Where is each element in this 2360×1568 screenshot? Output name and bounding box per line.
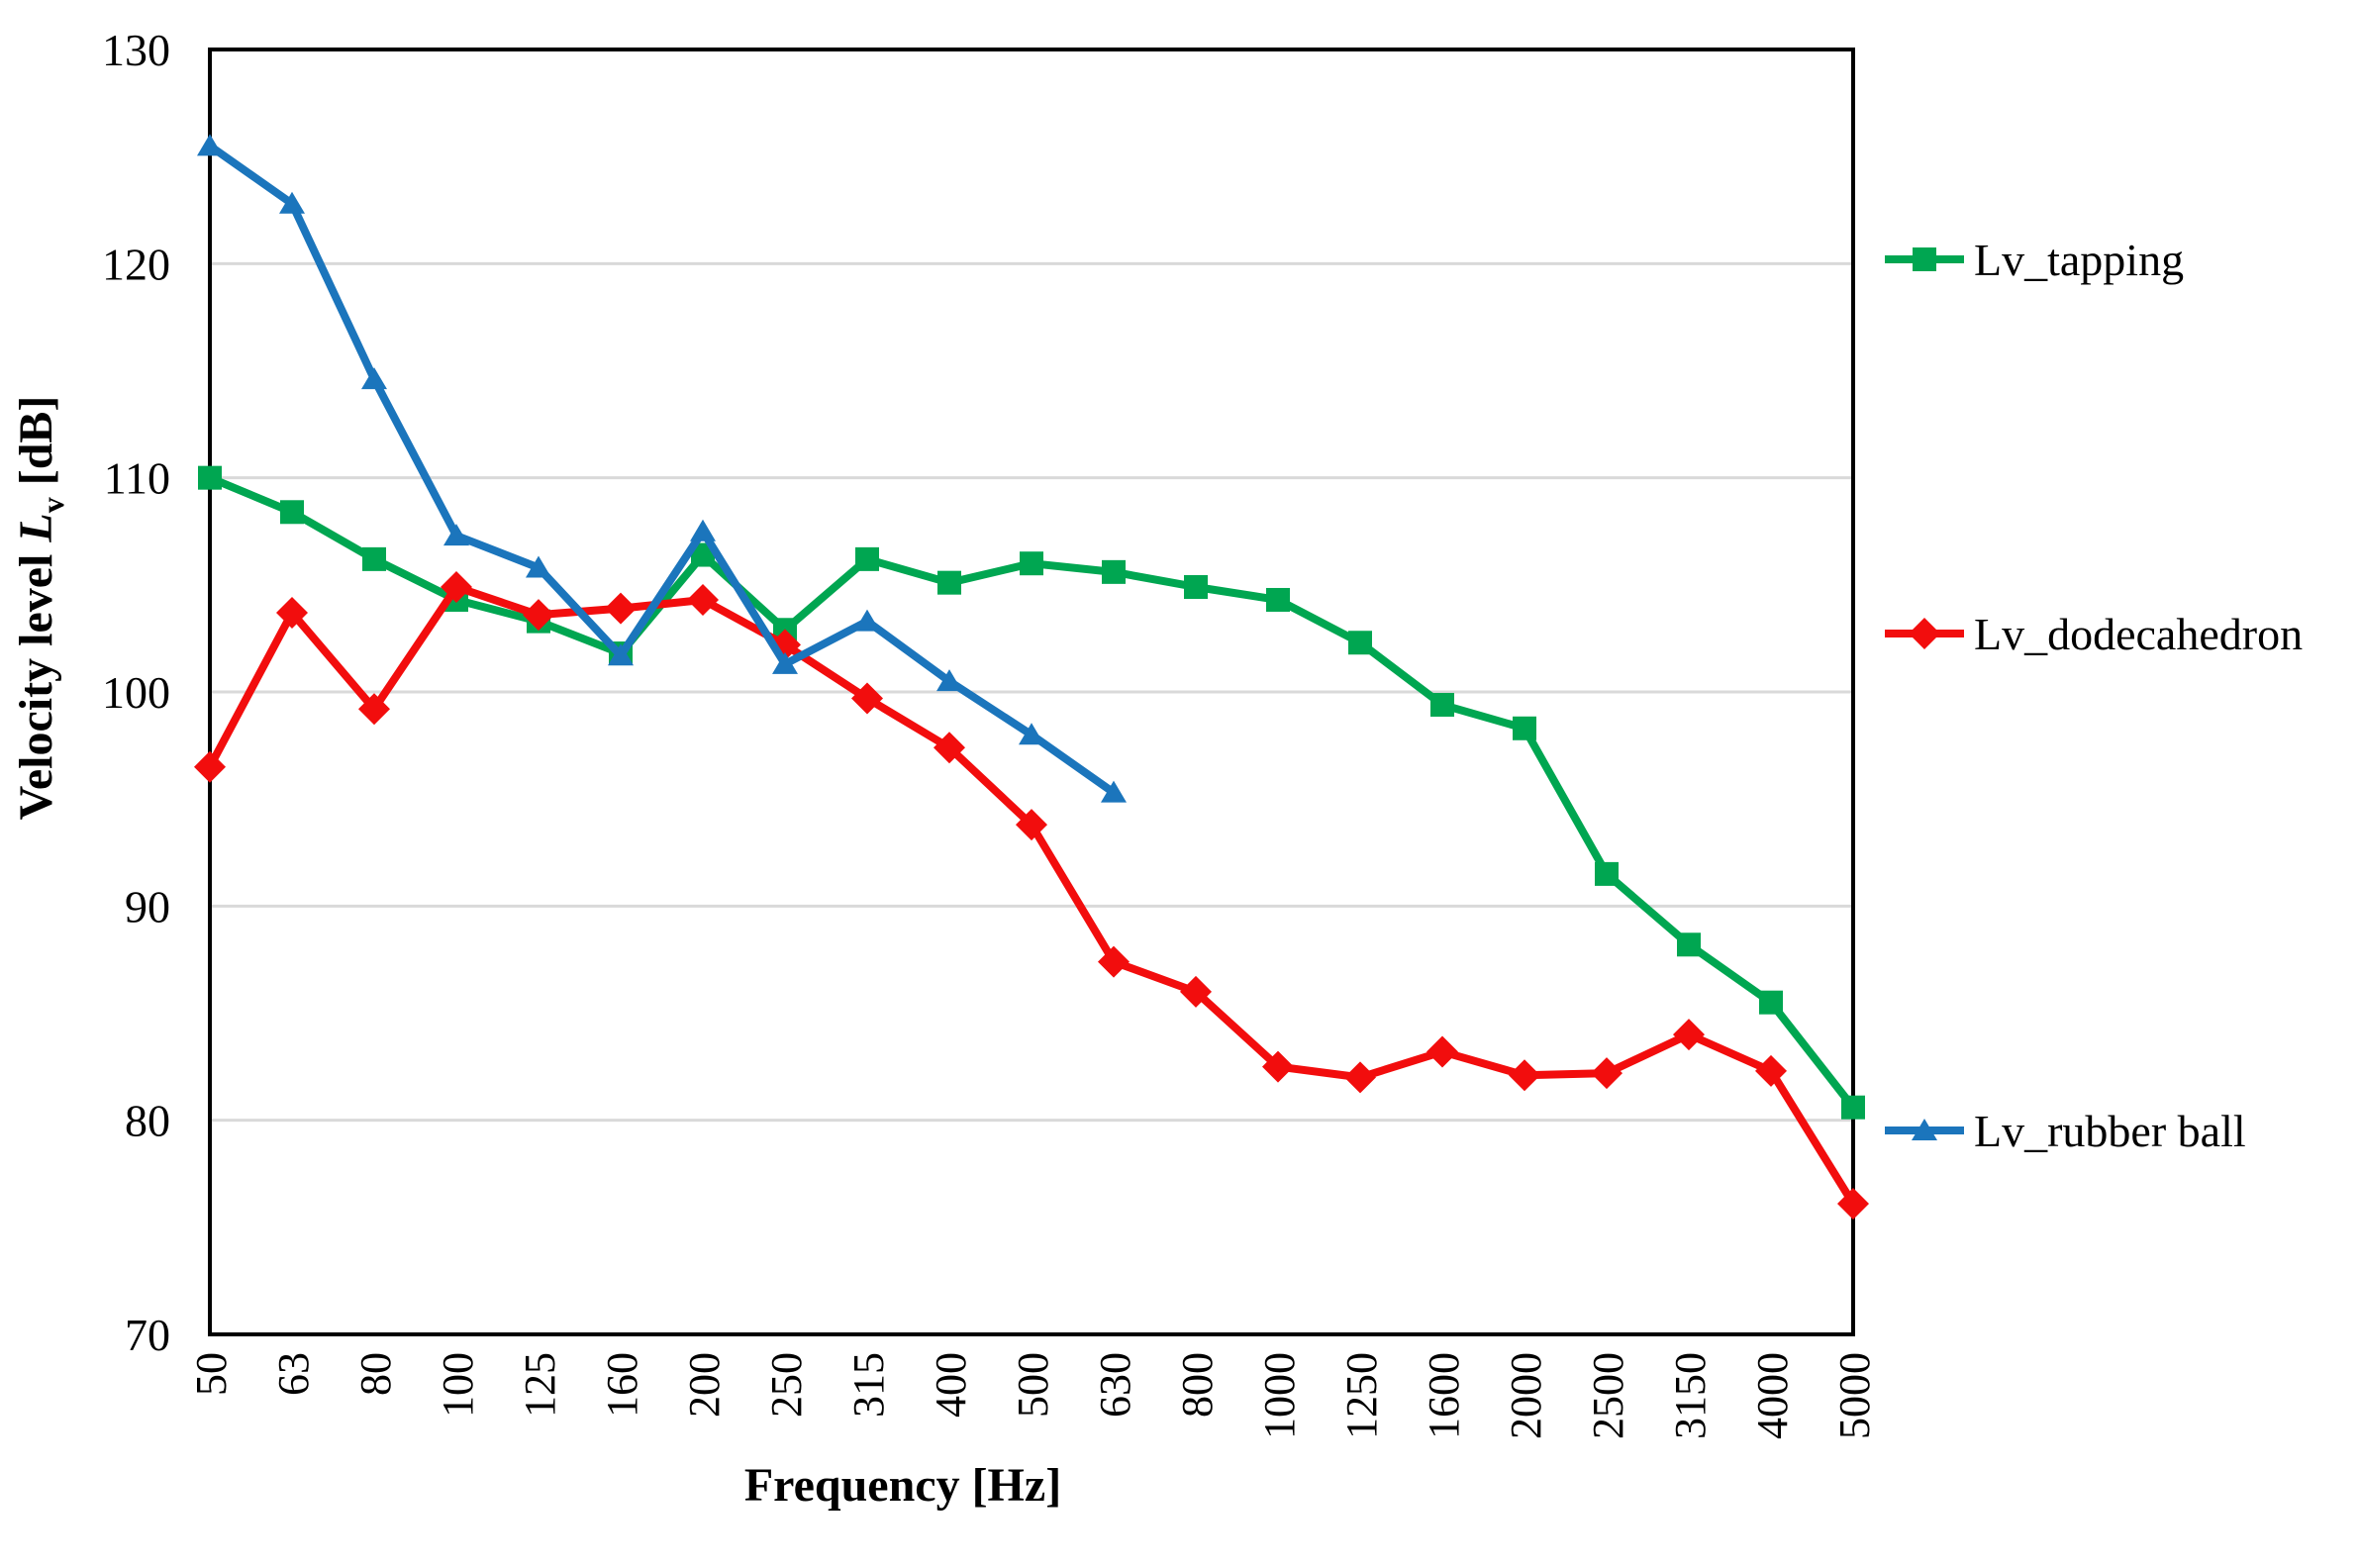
y-tick-label-130: 130	[102, 25, 170, 75]
marker-diamond	[1673, 1019, 1705, 1051]
marker-square	[1020, 551, 1043, 576]
x-tick-label-4000: 4000	[1748, 1352, 1797, 1439]
x-tick-label-400: 400	[927, 1352, 975, 1418]
marker-square	[1513, 716, 1536, 740]
marker-square	[1102, 559, 1126, 584]
legend-label: Lv_dodecahedron	[1974, 609, 2303, 659]
marker-square	[937, 570, 961, 595]
y-axis-tick-labels: 70 80 90 100 110 120 130	[102, 25, 170, 1360]
x-tick-label-63: 63	[269, 1352, 318, 1396]
x-axis-tick-labels: 50 63 80 100 125 160 200 250 315 400 500 630 800 1000…	[187, 1352, 1879, 1439]
x-tick-label-315: 315	[844, 1352, 893, 1418]
legend-item-lv-tapping: Lv_tapping	[1885, 235, 2184, 285]
marker-diamond	[1837, 1188, 1869, 1221]
marker-square	[198, 465, 222, 490]
marker-triangle	[854, 609, 880, 632]
marker-diamond	[851, 682, 883, 715]
marker-square	[1430, 692, 1454, 717]
x-tick-label-100: 100	[434, 1352, 482, 1418]
marker-square	[1348, 631, 1372, 655]
legend-label: Lv_rubber ball	[1974, 1106, 2246, 1156]
x-tick-label-3150: 3150	[1666, 1352, 1715, 1439]
marker-square	[1184, 574, 1208, 599]
x-tick-label-160: 160	[598, 1352, 646, 1418]
marker-square	[1266, 587, 1290, 612]
series-lv-rubber-ball	[197, 134, 1127, 803]
x-tick-label-1600: 1600	[1420, 1352, 1468, 1439]
marker-square	[1759, 990, 1783, 1015]
marker-diamond	[1262, 1050, 1294, 1083]
marker-triangle	[443, 524, 469, 546]
marker-triangle	[690, 519, 716, 541]
marker-square	[1677, 932, 1701, 957]
x-tick-label-5000: 5000	[1830, 1352, 1879, 1439]
marker-diamond	[934, 732, 965, 764]
marker-diamond	[1426, 1035, 1458, 1068]
x-tick-label-500: 500	[1009, 1352, 1057, 1418]
marker-square	[1595, 861, 1619, 886]
x-tick-label-80: 80	[351, 1352, 400, 1396]
x-axis-title: Frequency [Hz]	[744, 1459, 1061, 1512]
marker-triangle	[936, 669, 962, 692]
marker-triangle	[1912, 1119, 1937, 1140]
x-tick-label-800: 800	[1173, 1352, 1222, 1418]
x-tick-label-630: 630	[1091, 1352, 1139, 1418]
marker-diamond	[276, 596, 308, 629]
x-tick-label-200: 200	[680, 1352, 729, 1418]
marker-diamond	[687, 583, 719, 616]
marker-diamond	[1755, 1054, 1787, 1087]
marker-square	[855, 546, 879, 571]
marker-triangle	[608, 643, 634, 666]
marker-diamond	[1909, 618, 1940, 649]
marker-diamond	[1591, 1057, 1622, 1090]
x-tick-label-2500: 2500	[1584, 1352, 1632, 1439]
series-lv-dodecahedron	[194, 570, 1869, 1221]
marker-diamond	[1180, 975, 1212, 1008]
x-tick-label-1250: 1250	[1337, 1352, 1386, 1439]
marker-triangle	[1101, 780, 1127, 803]
marker-triangle	[526, 555, 551, 578]
marker-diamond	[441, 570, 472, 603]
gridlines	[210, 261, 1853, 1123]
marker-triangle	[279, 191, 305, 214]
series-line	[206, 582, 1857, 1209]
marker-diamond	[1344, 1061, 1376, 1094]
marker-triangle	[197, 134, 223, 156]
x-tick-label-50: 50	[187, 1352, 236, 1396]
marker-diamond	[358, 693, 390, 726]
marker-triangle	[361, 367, 387, 390]
y-axis-title: Velocity level Lv [dB]	[10, 396, 70, 821]
marker-square	[1841, 1095, 1865, 1120]
y-tick-label-70: 70	[125, 1310, 170, 1360]
plot-border	[208, 48, 1855, 1336]
marker-triangle	[1019, 723, 1044, 745]
marker-diamond	[523, 599, 554, 632]
x-tick-label-2000: 2000	[1502, 1352, 1550, 1439]
marker-diamond	[605, 592, 637, 625]
marker-square	[362, 546, 386, 571]
y-tick-label-90: 90	[125, 881, 170, 931]
series-line	[206, 142, 1118, 797]
marker-square	[280, 500, 304, 525]
y-tick-label-120: 120	[102, 239, 170, 289]
legend-item-lv-rubber-ball: Lv_rubber ball	[1885, 1106, 2246, 1156]
marker-diamond	[1509, 1059, 1540, 1092]
series-lv-tapping	[198, 465, 1865, 1120]
legend: Lv_tapping Lv_dodecahedron Lv_rubber ball	[1885, 235, 2303, 1156]
y-tick-label-110: 110	[104, 453, 170, 504]
legend-label: Lv_tapping	[1974, 235, 2184, 285]
legend-item-lv-dodecahedron: Lv_dodecahedron	[1885, 609, 2303, 659]
x-tick-label-125: 125	[516, 1352, 564, 1418]
x-tick-label-250: 250	[762, 1352, 811, 1418]
marker-square	[1913, 247, 1936, 271]
marker-triangle	[772, 651, 798, 674]
marker-diamond	[194, 750, 226, 783]
x-tick-label-1000: 1000	[1255, 1352, 1304, 1439]
y-tick-label-80: 80	[125, 1096, 170, 1146]
marker-diamond	[1098, 945, 1130, 978]
marker-diamond	[1016, 809, 1047, 841]
y-tick-label-100: 100	[102, 667, 170, 718]
